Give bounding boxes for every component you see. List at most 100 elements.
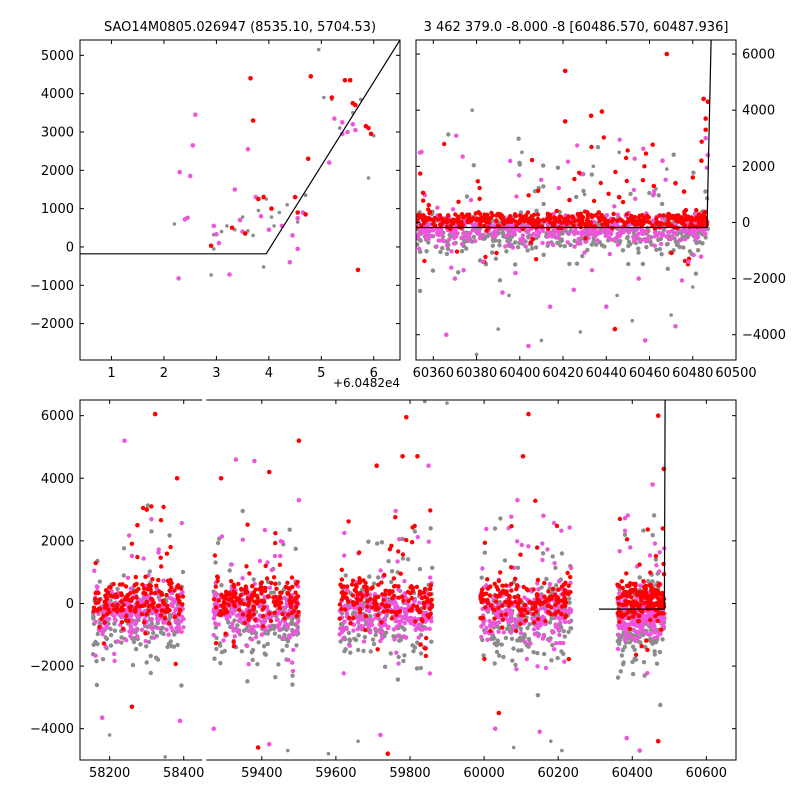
magenta-point: [351, 622, 357, 627]
red-point: [295, 210, 301, 215]
gray-point: [429, 639, 434, 644]
red-point: [516, 594, 521, 599]
red-point: [223, 589, 229, 594]
magenta-point: [257, 613, 263, 618]
red-point: [418, 642, 423, 647]
magenta-point: [633, 638, 638, 644]
red-point: [517, 213, 523, 218]
gray-point: [219, 229, 224, 234]
red-point: [152, 590, 158, 596]
magenta-point: [136, 615, 142, 620]
magenta-point: [364, 607, 369, 613]
gray-point: [145, 503, 151, 508]
red-point: [363, 613, 369, 619]
red-point: [354, 584, 359, 590]
gray-point: [619, 653, 625, 658]
gray-point: [495, 641, 500, 646]
magenta-point: [479, 624, 484, 629]
red-point: [268, 618, 274, 624]
red-point: [101, 613, 106, 619]
gray-point: [669, 313, 673, 317]
magenta-point: [343, 603, 348, 608]
red-point: [442, 141, 447, 147]
magenta-point: [418, 627, 423, 632]
red-point: [436, 217, 441, 222]
red-point: [446, 213, 451, 218]
gray-point: [534, 208, 539, 213]
red-point: [272, 610, 277, 615]
red-point: [149, 504, 154, 509]
gray-point: [497, 243, 502, 248]
gray-point: [648, 638, 653, 644]
gray-point: [222, 648, 227, 654]
gray-point: [368, 649, 373, 654]
red-point: [682, 258, 688, 264]
red-point: [615, 582, 620, 587]
gray-point: [389, 579, 394, 585]
magenta-point: [530, 616, 535, 621]
red-point: [379, 620, 384, 625]
red-point: [221, 599, 226, 605]
red-point: [562, 589, 568, 594]
red-point: [246, 617, 251, 622]
red-point: [152, 411, 158, 417]
red-point: [234, 597, 240, 603]
gray-point: [272, 224, 276, 228]
red-point: [253, 587, 258, 592]
magenta-point: [169, 625, 174, 630]
red-point: [618, 611, 624, 616]
red-point: [113, 592, 119, 597]
red-point: [543, 618, 548, 624]
magenta-point: [280, 539, 285, 545]
red-point: [416, 214, 420, 219]
magenta-point: [682, 229, 687, 234]
magenta-point: [628, 622, 633, 627]
red-point: [456, 199, 461, 204]
magenta-point: [128, 586, 134, 591]
red-point: [526, 217, 532, 222]
magenta-point: [673, 324, 678, 329]
magenta-point: [150, 610, 155, 616]
magenta-point: [94, 584, 100, 589]
red-point: [381, 609, 386, 614]
magenta-point: [141, 556, 146, 561]
red-point: [485, 212, 490, 218]
red-point: [279, 590, 284, 595]
red-point: [337, 602, 343, 607]
magenta-point: [515, 539, 520, 544]
gray-point: [644, 244, 649, 250]
red-point: [293, 590, 298, 595]
red-point: [230, 599, 235, 604]
magenta-point: [513, 620, 518, 625]
red-point: [622, 222, 627, 228]
gray-point: [517, 162, 522, 167]
red-point: [213, 641, 219, 646]
gray-point: [627, 640, 632, 645]
y-tick-label: 0: [66, 597, 74, 612]
red-point: [441, 218, 446, 224]
red-point: [219, 603, 224, 608]
magenta-point: [342, 530, 347, 536]
magenta-point: [486, 606, 491, 611]
red-point: [628, 588, 633, 593]
red-point: [558, 214, 564, 219]
red-point: [600, 222, 605, 227]
magenta-point: [691, 252, 696, 258]
magenta-point: [607, 251, 612, 257]
y-tick-label: −4000: [30, 722, 74, 737]
red-point: [531, 212, 537, 217]
gray-point: [430, 565, 435, 570]
gray-point: [505, 626, 510, 631]
magenta-point: [286, 657, 291, 663]
gray-point: [262, 651, 267, 656]
red-point: [349, 582, 355, 587]
red-point: [485, 586, 491, 591]
gray-point: [499, 642, 504, 647]
magenta-point: [624, 735, 629, 741]
gray-point: [658, 702, 663, 708]
red-point: [389, 543, 394, 548]
red-point: [492, 581, 497, 586]
red-point: [605, 218, 610, 224]
magenta-point: [416, 231, 422, 237]
model-line: [598, 400, 666, 610]
